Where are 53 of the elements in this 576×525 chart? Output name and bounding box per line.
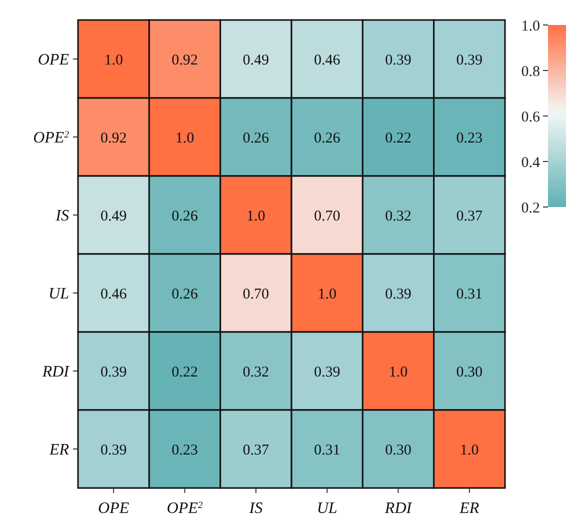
data-label: 0.37 xyxy=(242,442,270,458)
data-label: 1.0 xyxy=(175,130,194,146)
data-label: 0.30 xyxy=(456,364,483,380)
color-bar-label: 1.0 xyxy=(521,18,540,34)
data-label: 0.70 xyxy=(314,208,340,224)
data-label: 0.32 xyxy=(385,208,412,224)
data-label: 0.70 xyxy=(242,286,270,302)
data-label: 0.32 xyxy=(242,364,270,380)
data-label: 0.92 xyxy=(100,130,127,146)
data-label: 0.31 xyxy=(314,442,340,458)
color-bar-label: 0.8 xyxy=(521,64,540,80)
x-tick-label: IS xyxy=(248,500,263,517)
x-tick-label: UL xyxy=(316,500,338,517)
data-label: 0.22 xyxy=(385,130,412,146)
data-label: 0.30 xyxy=(385,442,412,458)
data-label: 0.26 xyxy=(242,130,270,146)
data-label: 1.0 xyxy=(460,442,479,458)
data-label: 0.26 xyxy=(172,286,198,302)
data-label: 0.39 xyxy=(100,442,127,458)
data-label: 0.39 xyxy=(100,364,127,380)
data-label: 0.46 xyxy=(314,52,341,68)
data-label: 1.0 xyxy=(388,364,408,380)
color-bar-label: 0.4 xyxy=(521,154,540,171)
data-label: 0.23 xyxy=(172,442,198,458)
data-label: 0.26 xyxy=(314,130,341,146)
color-bar-label: 0.6 xyxy=(521,109,540,126)
y-tick-label: OPE$^{2}$ xyxy=(33,129,70,147)
data-label: 0.39 xyxy=(385,286,412,302)
data-label: 1.0 xyxy=(246,208,266,224)
data-label: 0.26 xyxy=(172,208,198,224)
x-tick-label: OPE$^{2}$ xyxy=(166,500,203,517)
data-label: 0.31 xyxy=(456,286,483,302)
color-bar-label: 0.2 xyxy=(521,200,540,216)
data-label: 0.37 xyxy=(456,208,484,224)
data-label: 1.0 xyxy=(104,52,123,68)
y-tick-label: ER xyxy=(48,442,70,459)
data-label: 0.39 xyxy=(385,52,412,68)
x-tick-label: RDI xyxy=(384,500,412,517)
data-label: 0.23 xyxy=(456,130,483,146)
data-label: 0.92 xyxy=(172,52,198,68)
data-label: 0.49 xyxy=(242,52,270,68)
data-label: 0.39 xyxy=(314,364,340,380)
y-tick-label: IS xyxy=(54,208,69,225)
data-label: 1.0 xyxy=(318,286,336,302)
y-tick-label: RDI xyxy=(41,364,70,381)
data-label: 0.46 xyxy=(100,286,128,302)
data-label: 0.49 xyxy=(100,208,127,224)
y-tick-label: UL xyxy=(48,286,70,303)
data-label: 0.22 xyxy=(172,364,198,380)
x-tick-label: ER xyxy=(458,500,480,517)
y-tick-label: OPE xyxy=(38,52,70,69)
data-label: 0.39 xyxy=(456,52,483,68)
x-tick-label: OPE xyxy=(98,500,130,517)
